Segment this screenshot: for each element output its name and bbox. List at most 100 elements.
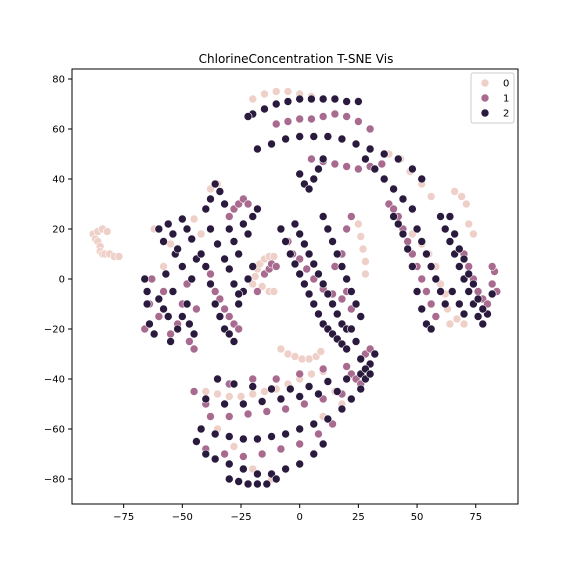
data-point-2-142	[412, 287, 422, 296]
data-point-2-154	[473, 312, 483, 321]
axes-frame	[71, 68, 519, 505]
data-point-2-155	[478, 319, 488, 329]
data-point-2-172	[267, 384, 276, 394]
data-point-2-105	[408, 164, 417, 174]
data-point-2-28	[196, 249, 206, 259]
x-tick-label: 75	[469, 512, 482, 523]
data-point-2-150	[455, 262, 464, 271]
data-point-2-128	[398, 194, 408, 204]
data-point-2-214	[253, 479, 262, 489]
data-point-2-44	[220, 199, 229, 209]
y-tick-label: 40	[52, 175, 65, 186]
data-point-2-189	[210, 429, 220, 439]
y-tick-label: 20	[52, 225, 65, 236]
data-point-2-46	[229, 237, 239, 246]
data-point-1-93	[295, 439, 304, 449]
data-point-0-16	[189, 214, 199, 224]
data-point-1-76	[487, 279, 497, 289]
data-point-2-167	[455, 299, 464, 309]
x-tick-label: −75	[113, 512, 134, 523]
data-point-2-12	[173, 324, 182, 334]
data-point-2-92	[351, 299, 361, 309]
data-point-2-221	[365, 369, 375, 379]
data-point-2-210	[318, 439, 328, 449]
data-point-2-182	[239, 399, 248, 409]
legend-label-1: 1	[503, 94, 509, 105]
data-point-2-30	[206, 279, 215, 289]
data-point-2-39	[248, 262, 258, 271]
data-point-2-96	[281, 134, 290, 144]
data-point-1-41	[342, 224, 351, 234]
data-point-2-13	[178, 312, 187, 321]
data-point-0-61	[201, 387, 211, 396]
data-point-2-207	[281, 464, 290, 474]
data-point-0-29	[269, 287, 279, 296]
data-point-1-3	[154, 312, 164, 321]
data-point-2-107	[260, 104, 269, 114]
data-point-0-39	[271, 87, 281, 96]
data-point-2-21	[159, 237, 168, 246]
data-point-1-46	[307, 114, 316, 124]
data-point-1-32	[302, 264, 312, 274]
data-point-1-96	[342, 362, 351, 371]
x-tick-label: −25	[230, 512, 251, 523]
data-point-2-1	[142, 287, 152, 296]
data-point-2-0	[140, 274, 150, 284]
x-tick-label: 0	[297, 512, 303, 523]
data-point-1-85	[300, 399, 309, 409]
data-point-2-8	[163, 312, 173, 321]
data-point-0-70	[307, 369, 316, 379]
data-point-2-61	[290, 259, 300, 269]
data-point-2-77	[309, 259, 319, 269]
data-point-2-199	[347, 394, 356, 404]
data-point-0-30	[276, 344, 286, 354]
data-point-1-56	[354, 164, 363, 174]
data-point-0-47	[361, 269, 370, 279]
data-point-2-62	[295, 269, 304, 279]
data-point-2-134	[431, 274, 441, 284]
data-point-2-45	[224, 224, 234, 234]
data-point-2-101	[351, 139, 361, 149]
data-point-2-87	[328, 237, 337, 246]
data-point-0-46	[361, 257, 370, 266]
data-point-0-63	[224, 392, 234, 401]
y-tick-label: 60	[52, 125, 65, 136]
data-point-0-62	[213, 389, 222, 399]
data-point-2-2	[142, 299, 152, 309]
data-point-2-112	[318, 94, 328, 104]
data-point-2-193	[267, 432, 276, 441]
data-point-2-57	[234, 289, 243, 299]
chart-title: ChlorineConcentration T-SNE Vis	[199, 52, 394, 66]
data-point-2-126	[379, 174, 389, 184]
data-point-1-71	[464, 262, 474, 271]
legend-marker-1	[480, 93, 490, 103]
data-point-2-75	[300, 239, 309, 249]
data-point-2-138	[393, 219, 403, 229]
legend-marker-0	[480, 78, 490, 88]
data-point-2-88	[332, 249, 342, 259]
data-point-2-174	[304, 382, 314, 391]
data-point-2-16	[185, 319, 194, 329]
data-point-2-24	[173, 244, 182, 254]
data-point-2-7	[161, 269, 171, 279]
data-point-2-81	[328, 299, 337, 309]
data-point-2-180	[201, 394, 211, 404]
data-point-0-64	[236, 392, 246, 401]
data-point-2-175	[323, 377, 333, 386]
data-point-2-222	[192, 437, 201, 446]
data-point-0-17	[196, 229, 206, 239]
x-tick-label: 25	[352, 512, 365, 523]
data-point-0-12	[102, 227, 112, 236]
data-point-1-12	[206, 269, 215, 279]
data-point-2-216	[271, 474, 281, 484]
data-point-1-18	[234, 324, 243, 334]
data-point-2-195	[295, 424, 304, 434]
data-point-2-15	[182, 299, 192, 309]
data-point-2-213	[243, 479, 253, 489]
data-point-2-110	[295, 94, 304, 104]
data-point-1-108	[318, 364, 328, 374]
data-point-1-92	[276, 444, 286, 454]
x-tick-label: 50	[411, 512, 424, 523]
data-point-2-200	[356, 384, 366, 394]
data-point-1-50	[354, 117, 363, 126]
